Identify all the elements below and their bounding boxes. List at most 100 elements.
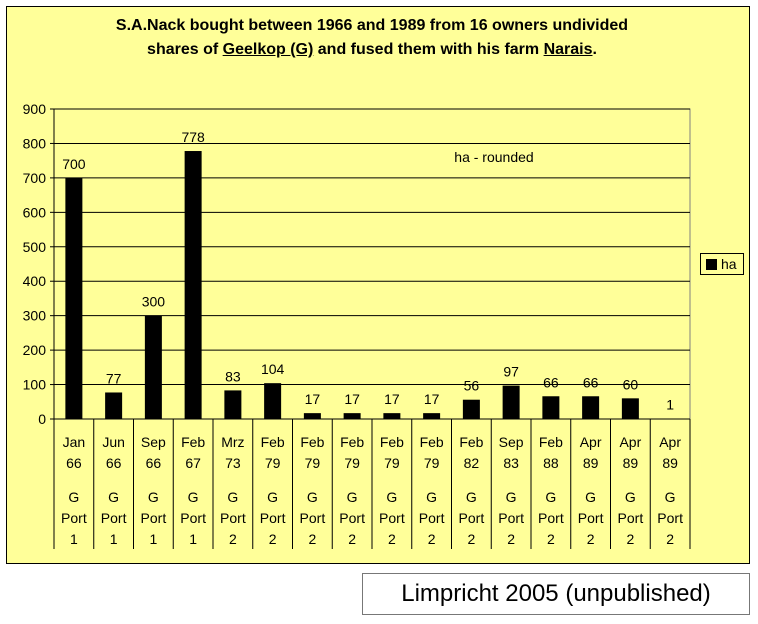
x-tick-label: Feb: [539, 434, 563, 450]
bar: [144, 315, 162, 419]
x-tick-label: 2: [269, 531, 277, 547]
data-label: 17: [305, 391, 321, 407]
x-tick-label: 66: [106, 455, 122, 471]
title-geelkop: Geelkop (G): [222, 41, 314, 58]
x-tick-label: 2: [428, 531, 436, 547]
title-line-1: S.A.Nack bought between 1966 and 1989 fr…: [115, 17, 629, 34]
data-label: 60: [623, 376, 639, 392]
x-tick-label: 2: [507, 531, 515, 547]
x-tick-label: G: [307, 489, 318, 505]
data-label: 66: [583, 374, 599, 390]
x-tick-label: Apr: [659, 434, 681, 450]
x-tick-label: Port: [538, 510, 564, 526]
y-tick-label: 100: [23, 377, 47, 393]
x-tick-label: Jun: [102, 434, 125, 450]
bar: [184, 151, 202, 419]
x-tick-label: Port: [300, 510, 326, 526]
x-tick-label: G: [665, 489, 676, 505]
x-tick-label: G: [585, 489, 596, 505]
y-tick-label: 500: [23, 239, 47, 255]
x-tick-label: 66: [146, 455, 162, 471]
x-tick-label: Feb: [261, 434, 285, 450]
y-tick-label: 200: [23, 342, 47, 358]
x-tick-label: G: [108, 489, 119, 505]
x-tick-label: 88: [543, 455, 559, 471]
data-label: 97: [503, 364, 519, 380]
x-tick-label: Port: [180, 510, 206, 526]
legend: ha: [700, 253, 744, 275]
x-tick-label: Port: [339, 510, 365, 526]
x-tick-label: Feb: [459, 434, 483, 450]
x-tick-label: 73: [225, 455, 241, 471]
title-text: .: [592, 41, 597, 58]
x-tick-label: Mrz: [221, 434, 244, 450]
x-tick-label: Port: [260, 510, 286, 526]
title-text: shares of: [147, 41, 223, 58]
data-label: 56: [464, 378, 480, 394]
bar: [224, 390, 242, 419]
bar: [462, 399, 480, 419]
x-tick-label: G: [267, 489, 278, 505]
bar: [621, 398, 639, 419]
x-tick-label: Feb: [181, 434, 205, 450]
x-tick-label: Sep: [499, 434, 524, 450]
x-tick-label: Port: [657, 510, 683, 526]
x-tick-label: 1: [189, 531, 197, 547]
x-tick-label: Port: [101, 510, 127, 526]
x-tick-label: 79: [305, 455, 321, 471]
chart-title: S.A.Nack bought between 1966 and 1989 fr…: [40, 14, 704, 62]
title-line-2: shares of Geelkop (G) and fused them wit…: [40, 38, 704, 62]
data-label: 17: [424, 391, 440, 407]
x-tick-label: 2: [547, 531, 555, 547]
x-tick-label: G: [68, 489, 79, 505]
x-tick-label: 2: [388, 531, 396, 547]
x-tick-label: 2: [229, 531, 237, 547]
x-tick-label: G: [625, 489, 636, 505]
x-tick-label: Sep: [141, 434, 166, 450]
y-tick-label: 800: [23, 135, 47, 151]
x-tick-label: 1: [70, 531, 78, 547]
x-tick-label: 2: [587, 531, 595, 547]
x-tick-label: 83: [503, 455, 519, 471]
x-tick-label: Port: [61, 510, 87, 526]
data-label: 1: [666, 397, 674, 413]
x-tick-label: G: [227, 489, 238, 505]
data-label: 66: [543, 374, 559, 390]
bar: [343, 413, 361, 419]
data-label: 300: [142, 294, 166, 310]
x-tick-label: 89: [623, 455, 639, 471]
x-tick-label: Port: [459, 510, 485, 526]
x-tick-label: Port: [379, 510, 405, 526]
annotation-ha-rounded: ha - rounded: [454, 149, 533, 165]
x-tick-label: Apr: [619, 434, 641, 450]
bar: [423, 413, 441, 419]
data-label: 17: [384, 391, 400, 407]
x-tick-label: 2: [467, 531, 475, 547]
x-tick-label: Feb: [380, 434, 404, 450]
title-text: and fused them with his farm: [313, 41, 544, 58]
x-tick-label: Port: [618, 510, 644, 526]
x-tick-label: 2: [666, 531, 674, 547]
x-tick-label: Apr: [580, 434, 602, 450]
bar: [264, 383, 282, 419]
x-tick-label: Port: [498, 510, 524, 526]
y-tick-label: 400: [23, 273, 47, 289]
x-tick-label: 2: [348, 531, 356, 547]
x-tick-label: 79: [384, 455, 400, 471]
x-tick-label: G: [466, 489, 477, 505]
x-tick-label: 89: [583, 455, 599, 471]
x-tick-label: G: [386, 489, 397, 505]
x-tick-label: 66: [66, 455, 82, 471]
bar: [105, 392, 123, 419]
y-tick-label: 900: [23, 101, 47, 117]
data-label: 77: [106, 370, 122, 386]
x-tick-label: Port: [141, 510, 167, 526]
x-tick-label: 89: [662, 455, 678, 471]
x-tick-label: G: [506, 489, 517, 505]
x-tick-label: Port: [419, 510, 445, 526]
x-tick-label: Port: [220, 510, 246, 526]
bar: [502, 385, 520, 419]
legend-label: ha: [721, 256, 737, 272]
bar: [65, 177, 83, 419]
x-tick-label: 1: [149, 531, 157, 547]
